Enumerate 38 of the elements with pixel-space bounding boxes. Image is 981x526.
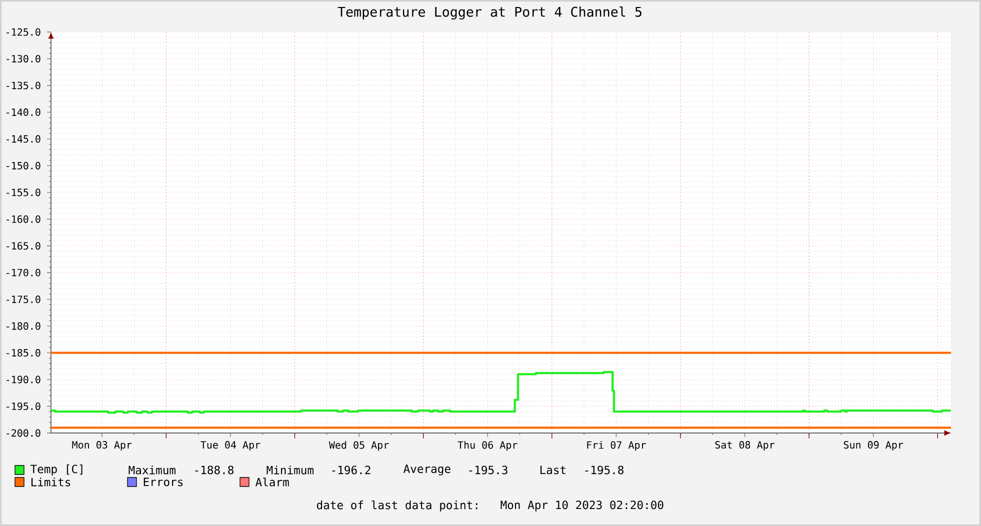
- y-tick-label: -190.0: [6, 376, 40, 384]
- y-tick-label: -175.0: [6, 296, 40, 304]
- y-tick-label: -150.0: [6, 162, 40, 170]
- chart-title: Temperature Logger at Port 4 Channel 5: [338, 6, 642, 20]
- y-tick-label: -170.0: [6, 268, 40, 276]
- x-tick-label: Mon 03 Apr: [72, 441, 132, 451]
- legend-label: Errors: [144, 478, 183, 486]
- y-tick-label: -165.0: [6, 242, 40, 250]
- x-tick-label: Thu 06 Apr: [458, 441, 518, 451]
- legend-label: Alarm: [255, 478, 289, 486]
- text: -188.8: [195, 466, 234, 474]
- text: -195.3: [469, 466, 508, 474]
- text: Minimum: [266, 466, 314, 474]
- y-tick-label: -135.0: [6, 82, 40, 90]
- legend-label: Temp [C]: [30, 464, 82, 476]
- text: Maximum: [128, 466, 176, 474]
- x-tick-label: Fri 07 Apr: [587, 441, 646, 451]
- x-tick-label: Wed 05 Apr: [328, 441, 389, 451]
- text: -195.8: [585, 466, 624, 474]
- text: Mon Apr 10 2023 02:20:00: [500, 500, 664, 512]
- y-tick-label: -145.0: [6, 135, 40, 143]
- text: Average: [403, 464, 450, 476]
- y-tick-label: -195.0: [6, 402, 40, 410]
- y-tick-label: -160.0: [6, 215, 40, 223]
- y-tick-label: -125.0: [6, 28, 40, 36]
- text: Last: [540, 466, 566, 474]
- x-tick-label: Sat 08 Apr: [715, 441, 774, 451]
- x-tick-label: Tue 04 Apr: [200, 441, 260, 451]
- x-tick-label: Sun 09 Apr: [844, 441, 904, 451]
- y-tick-label: -140.0: [6, 108, 40, 116]
- text: date of last data point:: [316, 500, 478, 512]
- y-tick-label: -180.0: [6, 322, 40, 330]
- y-tick-label: -155.0: [6, 188, 40, 196]
- text: -196.2: [332, 466, 370, 474]
- legend-label: Limits: [31, 478, 70, 486]
- y-tick-label: -130.0: [6, 54, 40, 63]
- y-tick-label: -185.0: [6, 349, 40, 357]
- y-tick-label: -200.0: [6, 429, 40, 437]
